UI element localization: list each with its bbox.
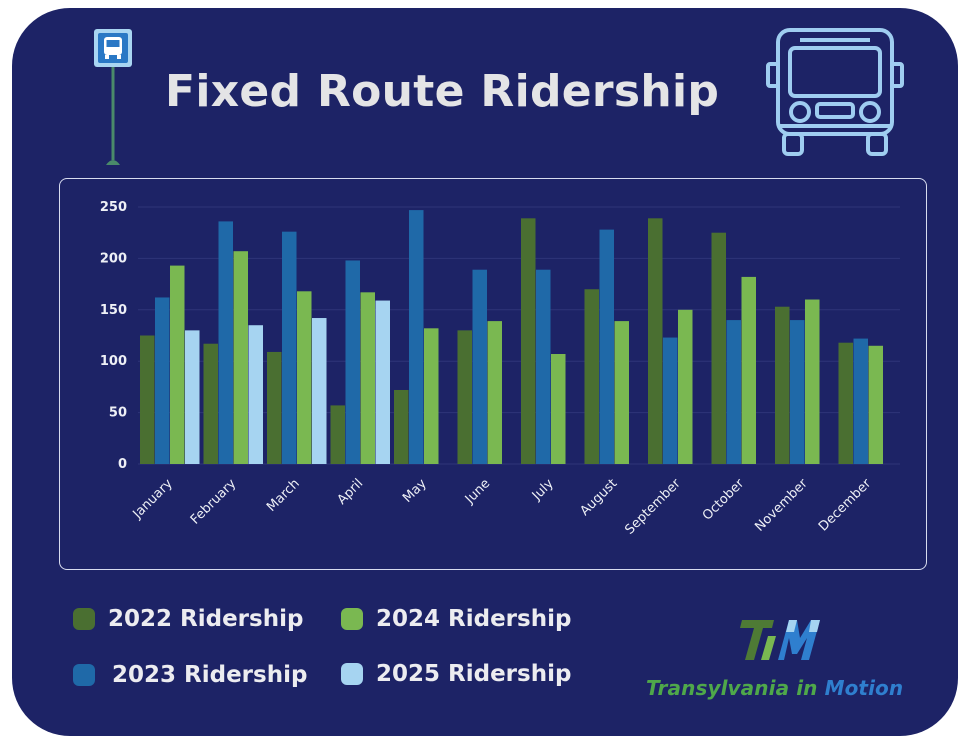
bar-chart: 0 50 100 150 200 250 January February March April… <box>100 200 900 538</box>
bar-2024-ridership-january <box>170 265 185 464</box>
bar-2023-ridership-january <box>155 297 170 464</box>
bar-2022-ridership-march <box>267 351 282 464</box>
bar-2022-ridership-october <box>711 232 726 464</box>
bar-2023-ridership-november <box>790 320 805 464</box>
y-tick-label: 50 <box>109 406 127 421</box>
bar-2022-ridership-january <box>140 335 155 464</box>
bar-2022-ridership-april <box>330 405 345 464</box>
bar-2023-ridership-october <box>726 320 741 464</box>
bar-2024-ridership-april <box>360 292 375 464</box>
legend-item-2024: 2024 Ridership <box>341 606 571 632</box>
bar-2023-ridership-september <box>663 337 678 464</box>
bar-2023-ridership-may <box>409 210 424 464</box>
y-tick-label: 100 <box>100 354 127 369</box>
bar-2024-ridership-september <box>678 309 693 464</box>
bar-2022-ridership-september <box>648 218 663 464</box>
bar-2023-ridership-june <box>472 269 487 464</box>
x-tick-label: May <box>400 476 430 506</box>
bar-2025-ridership-february <box>248 325 263 464</box>
bar-2022-ridership-december <box>838 342 853 464</box>
chart-title: Fixed Route Ridership <box>165 66 720 117</box>
legend-item-2022: 2022 Ridership <box>73 606 303 632</box>
bar-2025-ridership-january <box>185 330 200 464</box>
transylvania-in-motion-logo: Transylvania in Motion <box>644 612 914 707</box>
bar-2024-ridership-july <box>551 354 566 464</box>
x-tick-label: July <box>529 476 557 504</box>
legend-item-2023: 2023 Ridership <box>73 662 307 688</box>
legend-swatch-2024 <box>341 608 363 630</box>
legend-label-2022: 2022 Ridership <box>108 606 304 632</box>
legend-label-2023: 2023 Ridership <box>112 662 308 688</box>
x-tick-label: January <box>130 476 176 522</box>
logo-name-part2: Motion <box>824 676 904 700</box>
legend-swatch-2022 <box>73 608 95 630</box>
x-tick-label: February <box>188 476 240 528</box>
bar-2025-ridership-april <box>375 300 390 464</box>
logo-name-part1: Transylvania in <box>646 676 825 700</box>
y-tick-label: 150 <box>100 303 127 318</box>
bar-2023-ridership-march <box>282 231 297 464</box>
bar-2022-ridership-february <box>203 343 218 464</box>
bar-2025-ridership-march <box>312 318 327 464</box>
legend-swatch-2023 <box>73 664 95 686</box>
chart-panel: 0 50 100 150 200 250 January February March April… <box>59 178 927 570</box>
legend-label-2025: 2025 Ridership <box>376 661 572 687</box>
bar-2023-ridership-july <box>536 269 551 464</box>
bar-2024-ridership-february <box>233 251 248 464</box>
bar-2024-ridership-december <box>868 345 883 464</box>
x-tick-label: December <box>816 476 875 535</box>
bar-2023-ridership-february <box>218 221 233 464</box>
bar-2024-ridership-june <box>487 321 502 464</box>
bar-2024-ridership-august <box>614 321 629 464</box>
x-tick-label: April <box>335 476 367 508</box>
bar-2022-ridership-june <box>457 330 472 464</box>
y-tick-label: 250 <box>100 200 127 215</box>
bus-stop-sign-icon <box>94 29 132 165</box>
legend-swatch-2025 <box>341 663 363 685</box>
bar-2022-ridership-may <box>394 389 409 464</box>
tim-logo-mark <box>740 620 820 660</box>
bar-2022-ridership-august <box>584 289 599 464</box>
bar-2023-ridership-april <box>345 260 360 464</box>
bus-front-icon <box>766 28 904 156</box>
bar-2023-ridership-december <box>853 338 868 464</box>
y-tick-label: 0 <box>118 457 127 472</box>
bar-2024-ridership-may <box>424 328 439 464</box>
x-tick-label: November <box>752 476 811 535</box>
bar-2024-ridership-november <box>805 299 820 464</box>
x-tick-label: March <box>264 476 303 515</box>
x-tick-label: October <box>700 476 748 524</box>
x-tick-label: September <box>622 476 684 538</box>
bar-2022-ridership-july <box>521 218 536 464</box>
y-tick-label: 200 <box>100 251 127 266</box>
bar-2024-ridership-march <box>297 291 312 464</box>
x-tick-label: August <box>577 476 620 519</box>
bar-2022-ridership-november <box>775 306 790 464</box>
bar-2023-ridership-august <box>599 229 614 464</box>
logo-wordmark: Transylvania in Motion <box>646 676 903 700</box>
legend-item-2025: 2025 Ridership <box>341 661 571 687</box>
x-tick-label: June <box>462 476 493 507</box>
legend-label-2024: 2024 Ridership <box>376 606 572 632</box>
bar-2024-ridership-october <box>741 276 756 464</box>
